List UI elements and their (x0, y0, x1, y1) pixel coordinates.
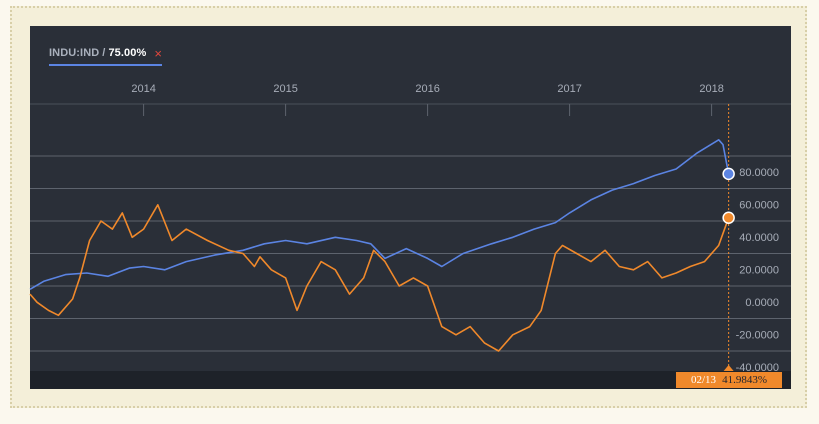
remove-series-icon[interactable]: × (154, 45, 163, 61)
legend-percent: 75.00% (108, 47, 147, 59)
crosshair-marker (723, 365, 734, 371)
y-tick-label: -20.0000 (736, 330, 779, 342)
crosshair-tooltip: 02/13 41.9843% (676, 372, 782, 388)
chart-legend: INDU:IND / 75.00% × (49, 44, 163, 66)
tooltip-date: 02/13 (691, 374, 717, 386)
legend-separator: / (102, 47, 106, 59)
y-tick-label: 60.0000 (739, 200, 779, 212)
bottom-strip (30, 371, 791, 389)
series-line-orange (29, 204, 730, 352)
y-tick-label: 80.0000 (739, 167, 779, 179)
y-tick-label: 0.0000 (745, 297, 779, 309)
y-tick-label: 20.0000 (739, 265, 779, 277)
y-tick-label: 40.0000 (739, 232, 779, 244)
x-tick-label: 2016 (415, 83, 439, 95)
x-tick-label: 2015 (273, 83, 297, 95)
x-tick-label: 2017 (557, 83, 581, 95)
series-line-blue (29, 139, 730, 290)
x-tick-label: 2018 (699, 83, 723, 95)
x-tick-label: 2014 (131, 83, 155, 95)
legend-symbol[interactable]: INDU:IND (49, 47, 100, 59)
series-endpoint-orange (722, 211, 735, 224)
series-endpoint-blue (722, 167, 735, 181)
tooltip-value: 41.9843% (722, 374, 767, 386)
